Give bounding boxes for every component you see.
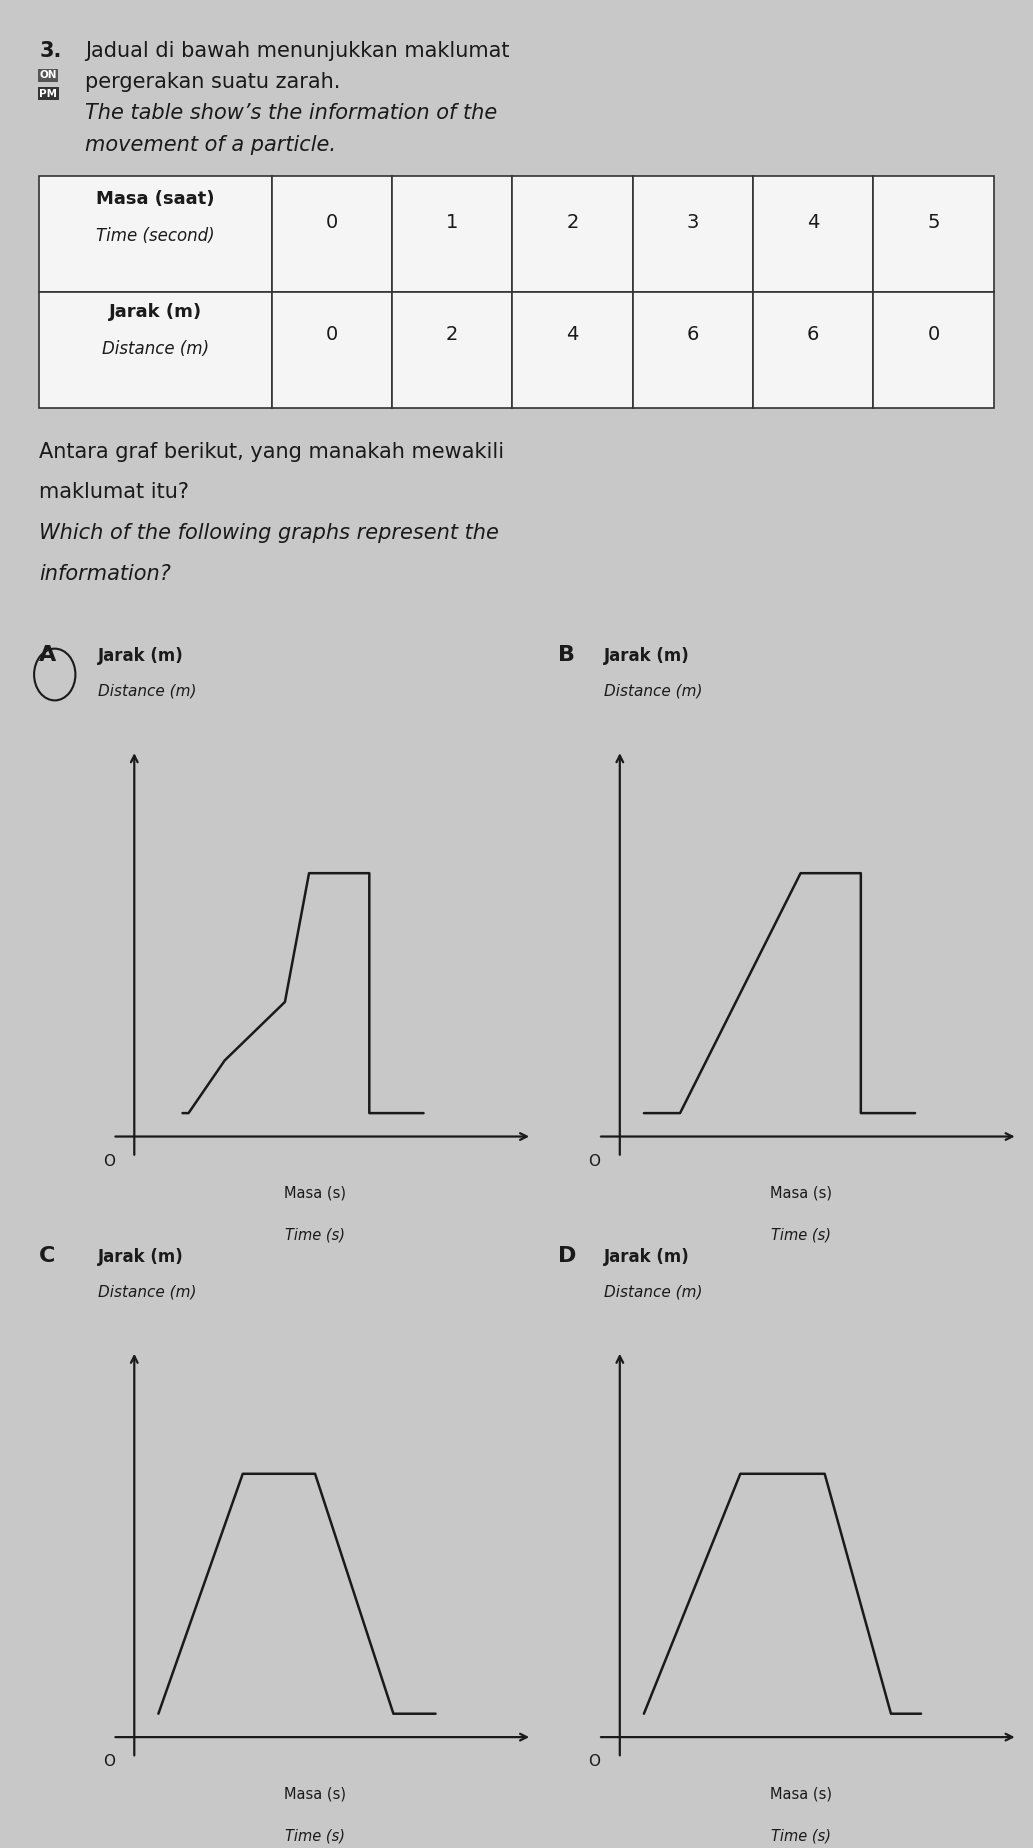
Bar bbox=[874, 176, 994, 292]
Text: 6: 6 bbox=[687, 325, 699, 344]
Text: Jadual di bawah menunjukkan maklumat: Jadual di bawah menunjukkan maklumat bbox=[85, 41, 509, 61]
Bar bbox=[753, 292, 874, 408]
Text: O: O bbox=[589, 1153, 600, 1168]
Text: O: O bbox=[103, 1754, 115, 1769]
Text: information?: information? bbox=[39, 564, 171, 584]
Bar bbox=[753, 176, 874, 292]
Text: 3.: 3. bbox=[39, 41, 62, 61]
Text: 0: 0 bbox=[928, 325, 940, 344]
Text: Masa (s): Masa (s) bbox=[284, 1787, 346, 1802]
Text: Jarak (m): Jarak (m) bbox=[604, 1247, 690, 1266]
Text: Distance (m): Distance (m) bbox=[604, 684, 702, 699]
Text: Time (s): Time (s) bbox=[771, 1227, 831, 1244]
Text: 0: 0 bbox=[325, 325, 338, 344]
Bar bbox=[39, 176, 272, 292]
Text: 2: 2 bbox=[566, 213, 578, 231]
Text: Jarak (m): Jarak (m) bbox=[98, 1247, 184, 1266]
Text: Time (s): Time (s) bbox=[285, 1828, 345, 1844]
Text: 2: 2 bbox=[446, 325, 459, 344]
Text: Which of the following graphs represent the: Which of the following graphs represent … bbox=[39, 523, 499, 543]
Bar bbox=[512, 176, 633, 292]
Text: maklumat itu?: maklumat itu? bbox=[39, 482, 189, 503]
Text: D: D bbox=[558, 1246, 576, 1266]
Text: A: A bbox=[39, 645, 57, 665]
Text: Distance (m): Distance (m) bbox=[102, 340, 209, 359]
Bar bbox=[393, 292, 512, 408]
Text: pergerakan suatu zarah.: pergerakan suatu zarah. bbox=[85, 72, 340, 92]
Text: Masa (s): Masa (s) bbox=[770, 1186, 832, 1201]
Text: 6: 6 bbox=[807, 325, 819, 344]
Text: 1: 1 bbox=[446, 213, 459, 231]
Text: movement of a particle.: movement of a particle. bbox=[85, 135, 336, 155]
Text: Time (s): Time (s) bbox=[771, 1828, 831, 1844]
Bar bbox=[272, 292, 393, 408]
Bar bbox=[272, 176, 393, 292]
Bar bbox=[39, 292, 272, 408]
Text: O: O bbox=[589, 1754, 600, 1769]
Text: Jarak (m): Jarak (m) bbox=[604, 647, 690, 665]
Text: Antara graf berikut, yang manakah mewakili: Antara graf berikut, yang manakah mewaki… bbox=[39, 442, 504, 462]
Text: B: B bbox=[558, 645, 574, 665]
Text: Distance (m): Distance (m) bbox=[98, 1284, 196, 1299]
Text: Jarak (m): Jarak (m) bbox=[108, 303, 202, 322]
Bar bbox=[874, 292, 994, 408]
Text: Masa (saat): Masa (saat) bbox=[96, 190, 215, 209]
Text: C: C bbox=[39, 1246, 56, 1266]
Text: 5: 5 bbox=[928, 213, 940, 231]
Text: Distance (m): Distance (m) bbox=[98, 684, 196, 699]
Bar bbox=[633, 292, 753, 408]
Bar bbox=[633, 176, 753, 292]
Text: O: O bbox=[103, 1153, 115, 1168]
Text: 4: 4 bbox=[566, 325, 578, 344]
Text: 0: 0 bbox=[325, 213, 338, 231]
Bar bbox=[512, 292, 633, 408]
Text: Masa (s): Masa (s) bbox=[770, 1787, 832, 1802]
Bar bbox=[393, 176, 512, 292]
Text: The table show’s the information of the: The table show’s the information of the bbox=[85, 103, 497, 124]
Text: 4: 4 bbox=[807, 213, 819, 231]
Text: PM: PM bbox=[39, 89, 57, 98]
Text: Time (second): Time (second) bbox=[96, 227, 215, 246]
Text: Time (s): Time (s) bbox=[285, 1227, 345, 1244]
Text: 3: 3 bbox=[687, 213, 699, 231]
Text: Masa (s): Masa (s) bbox=[284, 1186, 346, 1201]
Text: Distance (m): Distance (m) bbox=[604, 1284, 702, 1299]
Text: ON: ON bbox=[39, 70, 57, 79]
Text: Jarak (m): Jarak (m) bbox=[98, 647, 184, 665]
